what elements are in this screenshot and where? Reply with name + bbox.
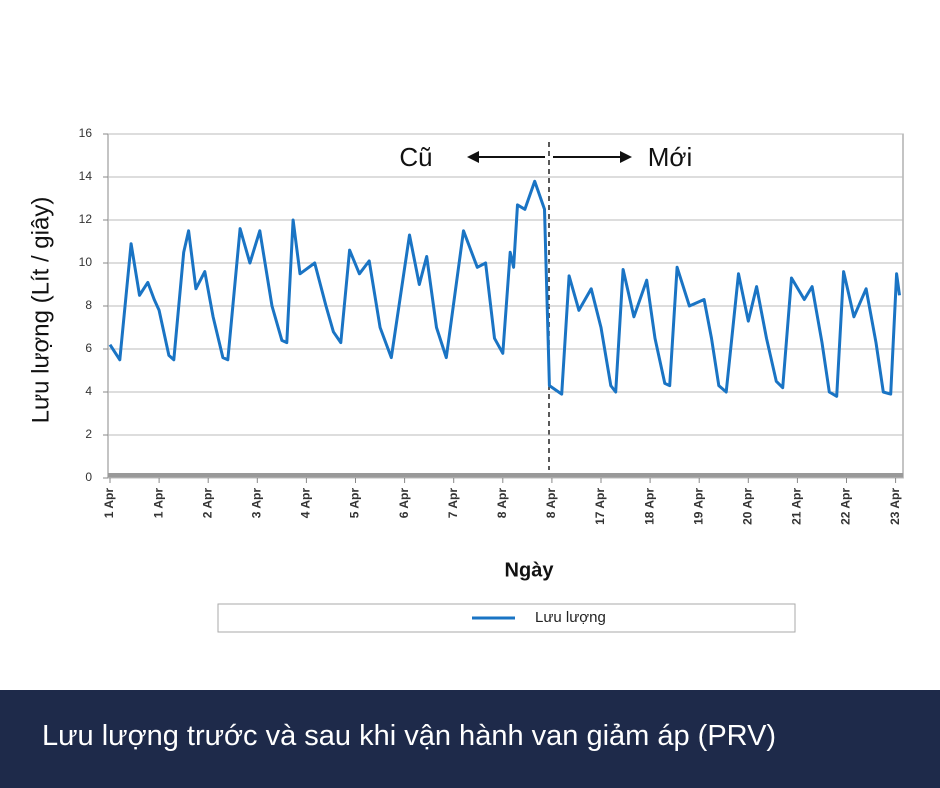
x-tick-label: 7 Apr <box>446 488 460 519</box>
y-axis-label: Lưu lượng (Lít / giây) <box>27 197 54 424</box>
y-tick-label: 4 <box>85 384 92 398</box>
x-tick-label: 2 Apr <box>200 488 214 519</box>
x-tick-label: 22 Apr <box>839 488 853 525</box>
y-tick-label: 2 <box>85 427 92 441</box>
legend-label: Lưu lượng <box>535 609 606 626</box>
x-tick-label: 1 Apr <box>151 488 165 519</box>
baseline-band <box>108 473 903 478</box>
x-tick-label: 19 Apr <box>691 488 705 525</box>
y-tick-label: 10 <box>79 255 93 269</box>
x-tick-label: 23 Apr <box>888 488 902 525</box>
y-tick-label: 12 <box>79 212 93 226</box>
y-tick-label: 0 <box>85 470 92 484</box>
x-tick-label: 8 Apr <box>544 488 558 519</box>
y-tick-label: 6 <box>85 341 92 355</box>
y-tick-label: 14 <box>79 169 93 183</box>
x-tick-label: 1 Apr <box>102 488 116 519</box>
x-tick-label: 3 Apr <box>249 488 263 519</box>
chart: Cũ Mới Lưu lượng (Lít / giây) Ngày 0 2 4 6 8… <box>27 126 904 633</box>
x-tick-label: 21 Apr <box>790 488 804 525</box>
x-tick-label: 17 Apr <box>593 488 607 525</box>
y-tick-label: 16 <box>79 126 93 140</box>
x-tick-label: 6 Apr <box>397 488 411 519</box>
y-tick-label: 8 <box>85 298 92 312</box>
annotation: Cũ <box>399 142 432 172</box>
caption: Lưu lượng trước và sau khi vận hành van … <box>42 720 777 752</box>
x-tick-label: 4 Apr <box>299 488 313 519</box>
x-tick-label: 8 Apr <box>495 488 509 519</box>
annotation: Mới <box>648 142 692 172</box>
x-tick-label: 5 Apr <box>348 488 362 519</box>
x-axis-label: Ngày <box>505 559 555 581</box>
caption-bar: Lưu lượng trước và sau khi vận hành van … <box>0 690 940 788</box>
arrow-head <box>467 151 479 163</box>
data-line <box>108 179 901 398</box>
x-tick-label: 18 Apr <box>642 488 656 525</box>
arrow-head <box>620 151 632 163</box>
x-tick-label: 20 Apr <box>740 488 754 525</box>
